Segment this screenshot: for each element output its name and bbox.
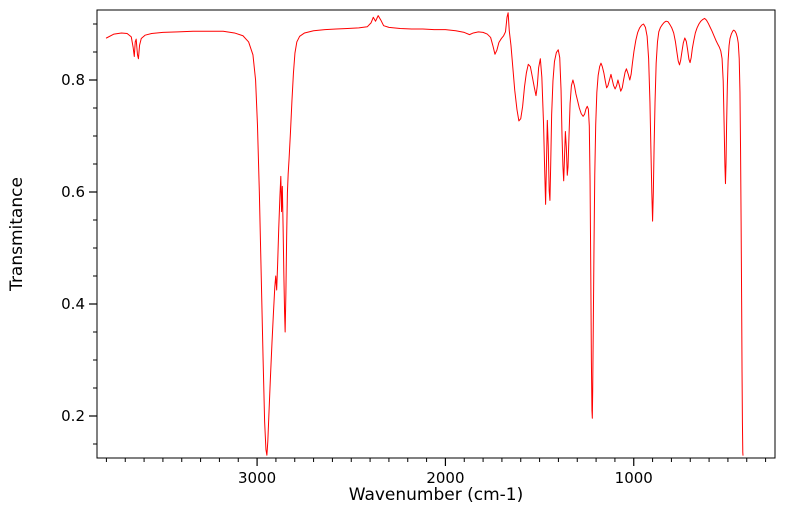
spectrum-line [105, 12, 744, 456]
x-axis-label: Wavenumber (cm-1) [348, 485, 524, 505]
plot-frame [96, 9, 776, 459]
y-tick-label: 0.4 [61, 295, 85, 313]
y-tick-label: 0.6 [61, 183, 85, 201]
x-tick-label: 3000 [238, 469, 276, 487]
x-tick-label: 1000 [615, 469, 653, 487]
y-tick-label: 0.2 [61, 407, 85, 425]
y-axis-label: Transmitance [7, 177, 27, 291]
y-tick-label: 0.8 [61, 71, 85, 89]
x-tick-label: 2000 [426, 469, 464, 487]
